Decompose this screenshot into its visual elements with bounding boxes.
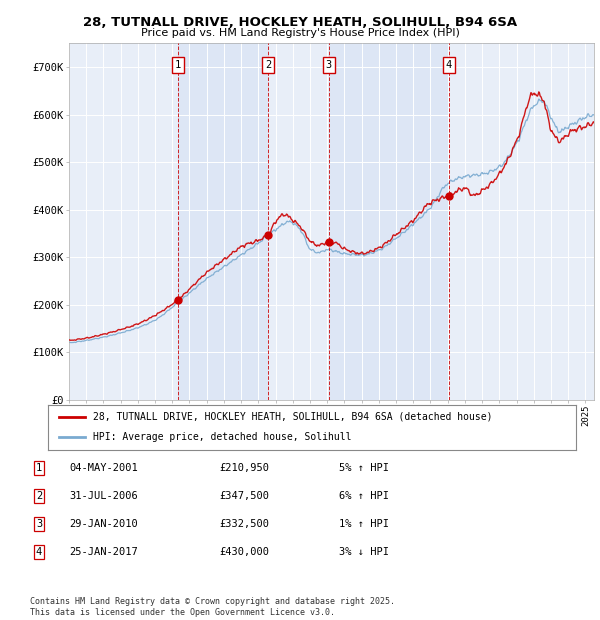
Text: 4: 4 xyxy=(446,60,452,70)
Text: 1: 1 xyxy=(36,463,42,473)
Text: 28, TUTNALL DRIVE, HOCKLEY HEATH, SOLIHULL, B94 6SA (detached house): 28, TUTNALL DRIVE, HOCKLEY HEATH, SOLIHU… xyxy=(93,412,493,422)
Text: 4: 4 xyxy=(36,547,42,557)
Text: 31-JUL-2006: 31-JUL-2006 xyxy=(69,491,138,501)
Text: 1% ↑ HPI: 1% ↑ HPI xyxy=(339,519,389,529)
Text: £347,500: £347,500 xyxy=(219,491,269,501)
Text: Contains HM Land Registry data © Crown copyright and database right 2025.
This d: Contains HM Land Registry data © Crown c… xyxy=(30,598,395,617)
Text: 25-JAN-2017: 25-JAN-2017 xyxy=(69,547,138,557)
Text: £430,000: £430,000 xyxy=(219,547,269,557)
Text: Price paid vs. HM Land Registry's House Price Index (HPI): Price paid vs. HM Land Registry's House … xyxy=(140,28,460,38)
Text: 28, TUTNALL DRIVE, HOCKLEY HEATH, SOLIHULL, B94 6SA: 28, TUTNALL DRIVE, HOCKLEY HEATH, SOLIHU… xyxy=(83,16,517,29)
Text: 3% ↓ HPI: 3% ↓ HPI xyxy=(339,547,389,557)
Text: 3: 3 xyxy=(325,60,332,70)
Text: 04-MAY-2001: 04-MAY-2001 xyxy=(69,463,138,473)
Text: 3: 3 xyxy=(36,519,42,529)
Text: 29-JAN-2010: 29-JAN-2010 xyxy=(69,519,138,529)
Text: 1: 1 xyxy=(175,60,181,70)
Text: 2: 2 xyxy=(265,60,271,70)
Text: 6% ↑ HPI: 6% ↑ HPI xyxy=(339,491,389,501)
Text: £332,500: £332,500 xyxy=(219,519,269,529)
Text: 5% ↑ HPI: 5% ↑ HPI xyxy=(339,463,389,473)
Text: £210,950: £210,950 xyxy=(219,463,269,473)
Bar xyxy=(178,43,268,400)
Text: 2: 2 xyxy=(36,491,42,501)
Text: HPI: Average price, detached house, Solihull: HPI: Average price, detached house, Soli… xyxy=(93,432,352,443)
Bar xyxy=(329,43,449,400)
